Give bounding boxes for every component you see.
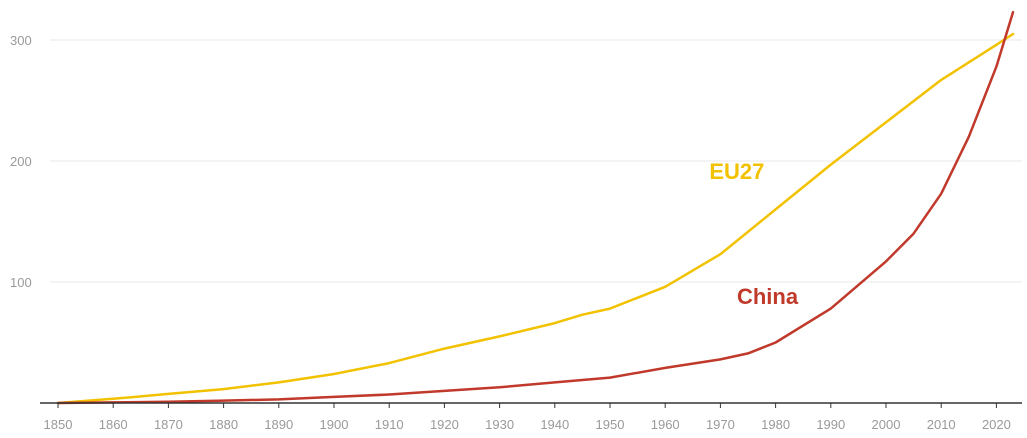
x-tick-label-1990: 1990	[816, 417, 845, 432]
series-label-eu27: EU27	[709, 159, 764, 184]
x-tick-label-1910: 1910	[375, 417, 404, 432]
y-tick-label-300: 300	[10, 33, 32, 48]
x-tick-label-2000: 2000	[872, 417, 901, 432]
x-tick-label-1920: 1920	[430, 417, 459, 432]
x-tick-label-1890: 1890	[264, 417, 293, 432]
series-labels: EU27 China	[709, 159, 798, 309]
x-tick-label-1980: 1980	[761, 417, 790, 432]
series-line-china	[56, 10, 1015, 405]
x-tick-label-2020: 2020	[982, 417, 1011, 432]
x-tick-label-1950: 1950	[596, 417, 625, 432]
y-tick-label-200: 200	[10, 154, 32, 169]
x-tick-label-2010: 2010	[927, 417, 956, 432]
y-axis-tick-labels: 100 200 300	[10, 33, 32, 290]
x-tick-label-1850: 1850	[44, 417, 73, 432]
gridlines	[50, 39, 1022, 283]
y-tick-label-100: 100	[10, 275, 32, 290]
x-tick-label-1870: 1870	[154, 417, 183, 432]
x-tick-label-1970: 1970	[706, 417, 735, 432]
x-tick-label-1940: 1940	[540, 417, 569, 432]
x-tick-label-1880: 1880	[209, 417, 238, 432]
x-tick-label-1900: 1900	[320, 417, 349, 432]
series-line-eu27	[56, 32, 1015, 405]
x-axis-ticks: 1850 1860 1870 1880 1890 1900 1910 1920 1930 1940…	[44, 403, 1011, 432]
series-lines	[56, 10, 1015, 405]
x-tick-label-1860: 1860	[99, 417, 128, 432]
x-tick-label-1930: 1930	[485, 417, 514, 432]
x-tick-label-1960: 1960	[651, 417, 680, 432]
series-label-china: China	[737, 284, 799, 309]
